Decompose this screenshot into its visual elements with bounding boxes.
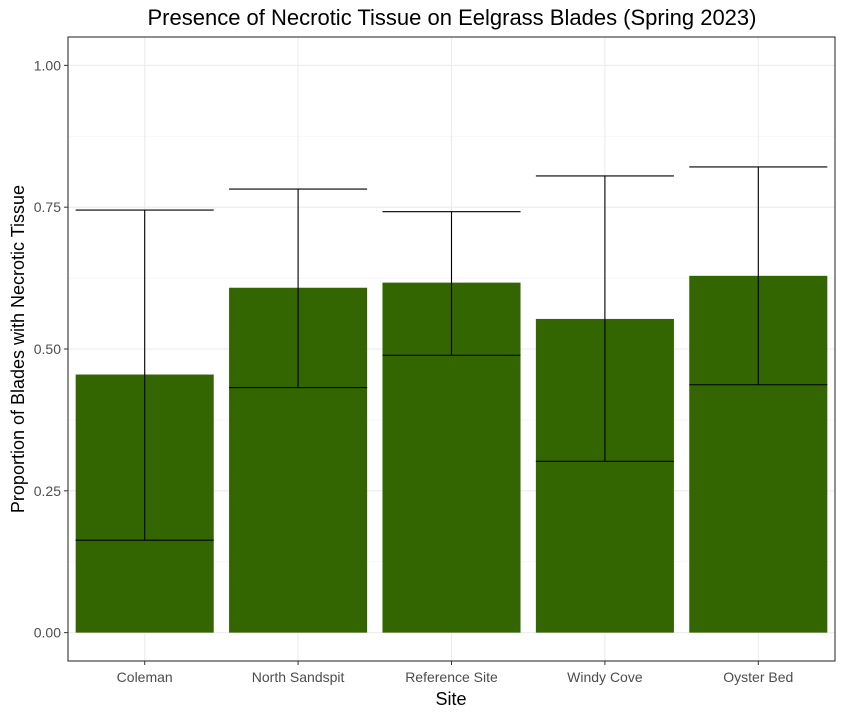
error-bar: [535, 175, 674, 462]
error-bar: [229, 188, 368, 389]
error-bar: [382, 211, 521, 356]
x-tick-label: North Sandspit: [252, 669, 345, 685]
y-tick-label: 0.00: [34, 625, 61, 641]
error-bar: [75, 209, 214, 541]
error-bar: [689, 166, 828, 386]
y-tick-label: 0.50: [34, 341, 61, 357]
x-tick-label: Reference Site: [405, 669, 498, 685]
x-axis-title: Site: [435, 689, 466, 709]
y-tick-label: 0.75: [34, 199, 61, 215]
y-tick-label: 1.00: [34, 57, 61, 73]
x-tick-label: Oyster Bed: [723, 669, 793, 685]
error-bars: [75, 166, 828, 541]
y-axis-title: Proportion of Blades with Necrotic Tissu…: [8, 185, 28, 513]
y-tick-label: 0.25: [34, 483, 61, 499]
x-tick-label: Windy Cove: [567, 669, 643, 685]
chart-title: Presence of Necrotic Tissue on Eelgrass …: [148, 5, 757, 30]
y-axis: 0.00 0.25 0.50 0.75 1.00: [34, 57, 68, 641]
x-tick-label: Coleman: [117, 669, 173, 685]
x-axis: Coleman North Sandspit Reference Site Windy…: [117, 661, 793, 685]
